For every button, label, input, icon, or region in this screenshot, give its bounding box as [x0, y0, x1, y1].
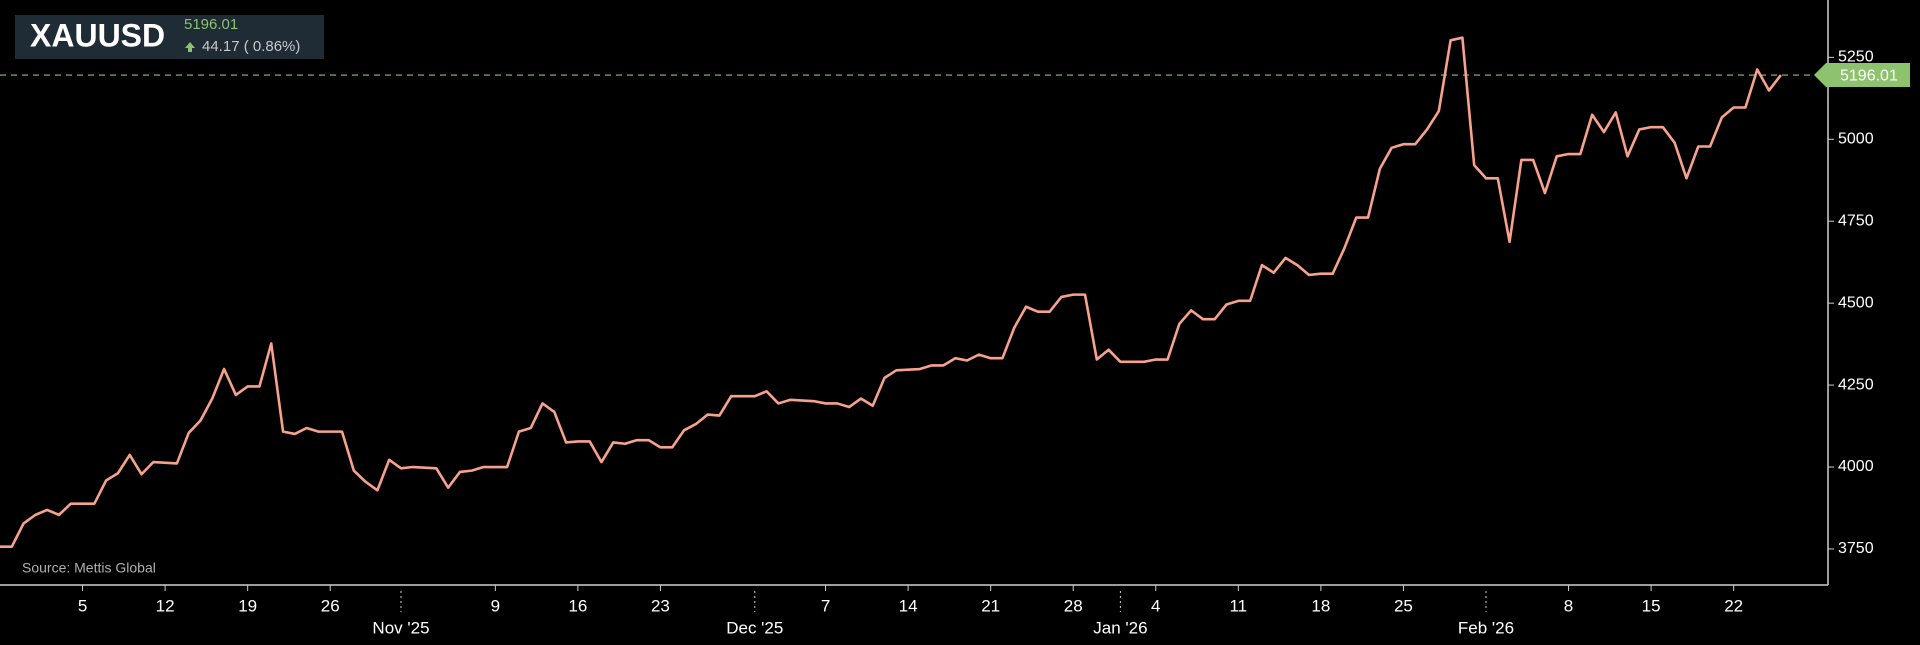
x-tick-label: 25	[1394, 596, 1413, 615]
source: Source: Mettis Global	[22, 560, 156, 576]
change: 44.17 ( 0.86%)	[202, 38, 300, 55]
x-tick-label: 16	[568, 596, 587, 615]
x-tick-label: 21	[981, 596, 1000, 615]
x-tick-label: 7	[821, 596, 830, 615]
x-tick-label: 22	[1724, 596, 1743, 615]
x-tick-label: 26	[321, 596, 340, 615]
price-line	[0, 36, 1782, 548]
y-tick-label: 4250	[1838, 376, 1874, 393]
y-tick-label: 5000	[1838, 131, 1874, 148]
y-tick-label: 4750	[1838, 212, 1874, 229]
x-tick-label: 12	[156, 596, 175, 615]
y-tick-label: 3750	[1838, 540, 1874, 557]
x-tick-label: 4	[1151, 596, 1160, 615]
header-box	[15, 15, 324, 59]
month-label: Nov '25	[372, 618, 429, 637]
x-tick-label: 18	[1311, 596, 1330, 615]
price-tag-label: 5196.01	[1840, 67, 1898, 84]
x-tick-label: 8	[1564, 596, 1573, 615]
price: 5196.01	[184, 16, 238, 33]
x-tick-label: 15	[1642, 596, 1661, 615]
x-tick-label: 14	[899, 596, 918, 615]
chart-title: XAUUSD	[30, 17, 165, 53]
x-tick-label: 19	[238, 596, 257, 615]
x-tick-label: 23	[651, 596, 670, 615]
y-tick-label: 4000	[1838, 458, 1874, 475]
y-tick-label: 5250	[1838, 49, 1874, 66]
up-arrow	[185, 42, 195, 52]
month-label: Dec '25	[726, 618, 783, 637]
y-tick-label: 4500	[1838, 294, 1874, 311]
price-tag	[1814, 63, 1910, 88]
x-tick-label: 9	[491, 596, 500, 615]
month-label: Jan '26	[1093, 618, 1147, 637]
x-tick-label: 11	[1229, 596, 1247, 615]
x-tick-label: 28	[1064, 596, 1083, 615]
month-label: Feb '26	[1458, 618, 1514, 637]
x-tick-label: 5	[78, 596, 87, 615]
